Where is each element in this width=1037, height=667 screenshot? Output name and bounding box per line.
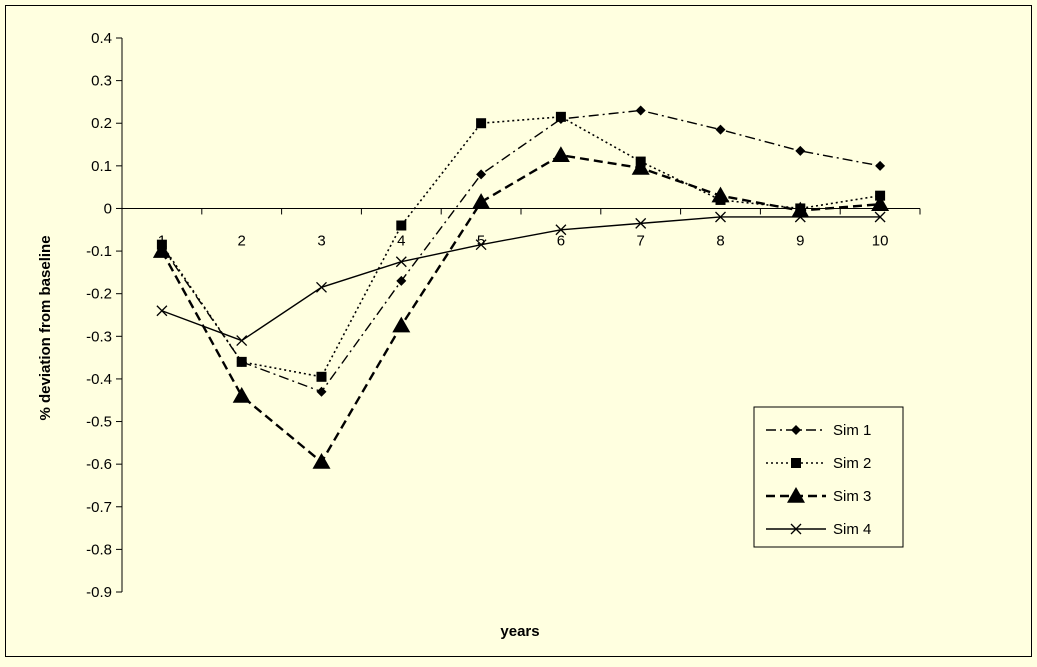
square-marker	[555, 111, 566, 122]
y-tick-label: -0.7	[86, 499, 112, 516]
legend-item: Sim 2	[766, 455, 871, 472]
y-tick-label: -0.6	[86, 456, 112, 473]
x-tick-label: 3	[317, 232, 325, 249]
x-tick-label: 9	[796, 232, 804, 249]
x-marker	[794, 211, 806, 223]
y-tick-label: 0.4	[91, 30, 112, 47]
x-marker	[395, 256, 407, 268]
y-tick-label: -0.3	[86, 328, 112, 345]
diamond-marker	[715, 124, 726, 135]
x-marker	[316, 281, 327, 293]
legend-label: Sim 2	[833, 455, 871, 472]
x-marker	[475, 239, 487, 251]
square-marker	[396, 220, 407, 231]
legend-item: Sim 1	[766, 422, 871, 439]
x-tick-label: 2	[238, 232, 246, 249]
x-axis-title: years	[500, 623, 539, 640]
y-tick-label: -0.2	[86, 286, 112, 303]
x-tick-label: 8	[716, 232, 724, 249]
diamond-marker	[396, 275, 407, 286]
axes: 0.4 0.3 0.2 0.1 0 -0.1 -0.2 -0.3 -0.4 -0.5 -0.6 -0.…	[86, 30, 921, 601]
triangle-marker	[711, 186, 730, 203]
legend-label: Sim 1	[833, 422, 871, 439]
triangle-marker	[631, 158, 650, 175]
y-tick-label: -0.1	[86, 243, 112, 260]
y-tick-label: -0.9	[86, 584, 112, 601]
legend-label: Sim 3	[833, 488, 871, 505]
diamond-marker	[476, 169, 487, 180]
legend-label: Sim 4	[833, 521, 871, 538]
triangle-marker	[232, 386, 251, 403]
square-marker	[236, 356, 247, 367]
triangle-marker	[791, 201, 810, 218]
triangle-marker	[551, 146, 570, 162]
y-tick-label: 0.2	[91, 115, 112, 132]
triangle-marker	[472, 193, 491, 209]
square-marker	[476, 118, 487, 129]
square-marker	[791, 458, 801, 468]
x-marker	[635, 217, 647, 229]
diamond-marker	[795, 145, 806, 156]
series-layer	[152, 105, 890, 469]
x-marker	[555, 224, 567, 236]
y-tick-label: -0.4	[86, 371, 112, 388]
series-sim-3	[152, 146, 890, 469]
series-sim-4	[156, 211, 886, 347]
legend-item: Sim 3	[766, 487, 871, 505]
series-line	[161, 109, 881, 393]
triangle-marker	[787, 487, 805, 503]
x-marker	[156, 305, 168, 317]
x-tick-label: 5	[477, 232, 485, 249]
x-marker	[790, 523, 802, 535]
legend-box	[753, 406, 904, 548]
diamond-marker	[875, 160, 886, 171]
diamond-marker	[316, 386, 327, 397]
y-tick-label: -0.5	[86, 414, 112, 431]
triangle-marker	[152, 242, 171, 258]
diamond-marker	[791, 425, 801, 435]
triangle-marker	[871, 195, 890, 211]
y-tick-label: 0.3	[91, 73, 112, 90]
y-tick-label: 0	[104, 200, 112, 217]
y-tick-label: 0.1	[91, 158, 112, 175]
x-marker	[236, 335, 248, 347]
diamond-marker	[635, 105, 646, 116]
square-marker	[316, 371, 327, 382]
x-tick-label: 7	[637, 232, 645, 249]
chart-border	[5, 5, 1032, 657]
triangle-marker	[312, 453, 331, 469]
x-marker	[715, 211, 726, 223]
x-tick-label: 6	[557, 232, 565, 249]
y-axis-title: % deviation from baseline	[37, 235, 54, 420]
x-marker	[874, 211, 886, 223]
triangle-marker	[392, 316, 411, 333]
legend: Sim 1 Sim 2 Sim 3 Sim 4	[753, 406, 904, 548]
y-tick-label: -0.8	[86, 541, 112, 558]
series-line	[161, 216, 881, 342]
series-line	[160, 153, 881, 464]
x-tick-label: 4	[397, 232, 405, 249]
legend-item: Sim 4	[766, 521, 871, 538]
x-tick-label: 10	[872, 232, 889, 249]
